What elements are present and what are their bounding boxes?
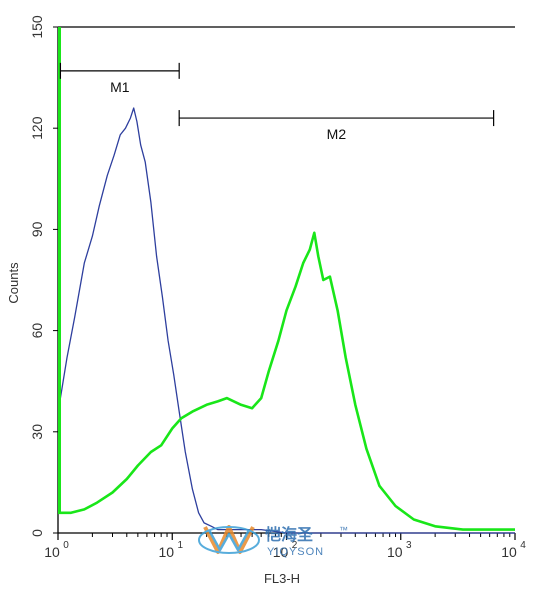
blue-series-line [59, 107, 515, 534]
plot-frame [57, 26, 515, 534]
y-tick-label: 90 [29, 221, 45, 237]
x-tick-exponent: 2 [292, 540, 298, 551]
logo-brand-text: YIQYSON [267, 546, 324, 558]
x-tick-exponent: 1 [177, 540, 183, 551]
y-tick-label: 60 [29, 323, 45, 339]
y-axis-title: Counts [6, 262, 21, 304]
gate-label: M1 [110, 79, 130, 95]
y-axis-ticks: 0 30 60 90 120 150 [29, 15, 58, 537]
logo-mark-icon [198, 525, 260, 554]
watermark-logo: 恺海圣 YIQYSON ™ [198, 525, 349, 558]
logo-chinese-text: 恺海圣 [265, 525, 314, 544]
y-tick-label: 120 [29, 116, 45, 140]
logo-trademark: ™ [339, 525, 349, 535]
x-tick-label: 10 [44, 544, 60, 560]
gate-m2: M2 [178, 110, 495, 142]
x-tick-label: 10 [387, 544, 403, 560]
y-tick-label: 0 [29, 529, 45, 537]
gates-layer: M1 M2 [59, 62, 495, 142]
x-tick-label: 10 [273, 544, 289, 560]
green-series-line [58, 231, 515, 531]
x-tick-exponent: 0 [63, 540, 69, 551]
x-tick-exponent: 3 [406, 540, 412, 551]
x-tick-exponent: 4 [520, 540, 526, 551]
gate-label: M2 [327, 126, 347, 142]
y-tick-label: 150 [29, 15, 45, 39]
x-tick-label: 10 [158, 544, 174, 560]
gate-m1: M1 [59, 62, 180, 95]
x-axis-ticks: 10 0 10 1 10 2 10 3 10 4 [44, 533, 526, 560]
x-tick-label: 10 [501, 544, 517, 560]
y-tick-label: 30 [29, 424, 45, 440]
x-axis-title: FL3-H [264, 571, 300, 586]
series-layer [58, 27, 515, 534]
